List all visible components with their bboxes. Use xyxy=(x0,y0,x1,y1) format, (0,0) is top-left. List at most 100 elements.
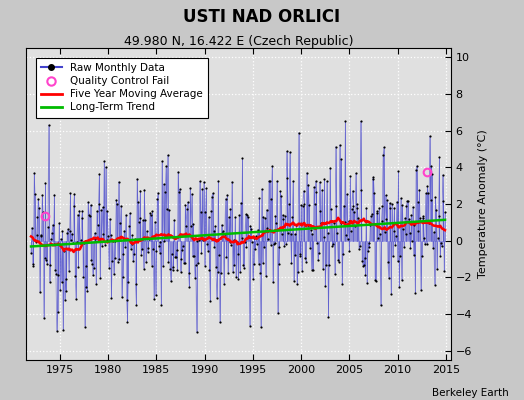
Point xyxy=(52,328,61,334)
Point xyxy=(301,255,309,261)
Point xyxy=(259,214,268,220)
Point xyxy=(223,192,232,198)
Point xyxy=(338,281,346,287)
Point xyxy=(56,287,64,293)
Point xyxy=(172,247,181,253)
Point xyxy=(58,279,66,286)
Point xyxy=(94,222,102,228)
Point xyxy=(141,216,149,223)
Point xyxy=(31,191,39,197)
Point xyxy=(233,251,242,257)
Point xyxy=(61,276,70,282)
Point xyxy=(123,297,131,303)
Point xyxy=(171,254,179,260)
Point xyxy=(379,152,387,158)
Point xyxy=(335,142,344,148)
Point xyxy=(174,168,182,175)
Point xyxy=(97,206,105,213)
Text: USTI NAD ORLICI: USTI NAD ORLICI xyxy=(183,8,341,26)
Point xyxy=(29,262,38,269)
Point xyxy=(156,238,165,245)
Point xyxy=(260,244,268,250)
Point xyxy=(353,205,362,212)
Point xyxy=(70,202,78,209)
Point xyxy=(401,230,410,237)
Point xyxy=(340,202,348,209)
Point xyxy=(72,296,80,302)
Point xyxy=(176,186,184,193)
Point xyxy=(392,199,401,205)
Point xyxy=(365,244,374,250)
Point xyxy=(228,269,237,276)
Point xyxy=(306,244,314,251)
Point xyxy=(89,272,97,278)
Point xyxy=(86,202,95,208)
Point xyxy=(304,181,312,188)
Point xyxy=(100,158,108,164)
Point xyxy=(221,231,229,238)
Point xyxy=(185,284,193,290)
Point xyxy=(347,228,355,234)
Point xyxy=(359,262,367,269)
Point xyxy=(378,202,387,209)
Point xyxy=(200,179,208,185)
Point xyxy=(157,302,166,308)
Point xyxy=(372,278,380,284)
Point xyxy=(285,200,293,207)
Point xyxy=(348,188,357,194)
Point xyxy=(290,278,298,284)
Point xyxy=(397,277,406,284)
Point xyxy=(424,190,432,196)
Point xyxy=(307,227,315,233)
Point xyxy=(354,215,363,221)
Point xyxy=(49,241,58,247)
Point xyxy=(397,195,405,201)
Point xyxy=(150,296,158,302)
Point xyxy=(90,265,98,271)
Point xyxy=(280,242,288,249)
Point xyxy=(189,253,197,259)
Point xyxy=(220,280,228,287)
Point xyxy=(94,201,103,207)
Point xyxy=(425,220,433,226)
Point xyxy=(206,298,214,304)
Point xyxy=(151,292,160,298)
Point xyxy=(147,262,156,269)
Point xyxy=(37,233,46,240)
Point xyxy=(417,287,425,293)
Point xyxy=(78,214,86,221)
Point xyxy=(387,291,395,298)
Point xyxy=(380,229,389,236)
Point xyxy=(40,315,48,321)
Point xyxy=(377,302,385,308)
Point xyxy=(115,256,124,262)
Point xyxy=(166,265,174,272)
Point xyxy=(418,215,427,221)
Point xyxy=(159,181,168,187)
Point xyxy=(268,163,276,169)
Point xyxy=(389,253,397,260)
Point xyxy=(103,208,112,214)
Point xyxy=(64,268,73,274)
Point xyxy=(118,274,127,280)
Point xyxy=(328,218,336,224)
Point xyxy=(213,294,221,301)
Point xyxy=(62,288,71,294)
Point xyxy=(168,251,176,257)
Point xyxy=(284,230,292,236)
Point xyxy=(425,133,434,139)
Point xyxy=(236,268,244,275)
Point xyxy=(228,178,236,185)
Point xyxy=(237,235,246,241)
Point xyxy=(320,176,329,182)
Point xyxy=(133,176,141,182)
Point xyxy=(182,223,190,229)
Point xyxy=(46,262,54,268)
Point xyxy=(37,232,45,238)
Point xyxy=(180,259,189,266)
Point xyxy=(276,188,285,194)
Point xyxy=(412,166,420,173)
Point xyxy=(435,154,444,160)
Point xyxy=(278,212,287,218)
Point xyxy=(99,231,107,237)
